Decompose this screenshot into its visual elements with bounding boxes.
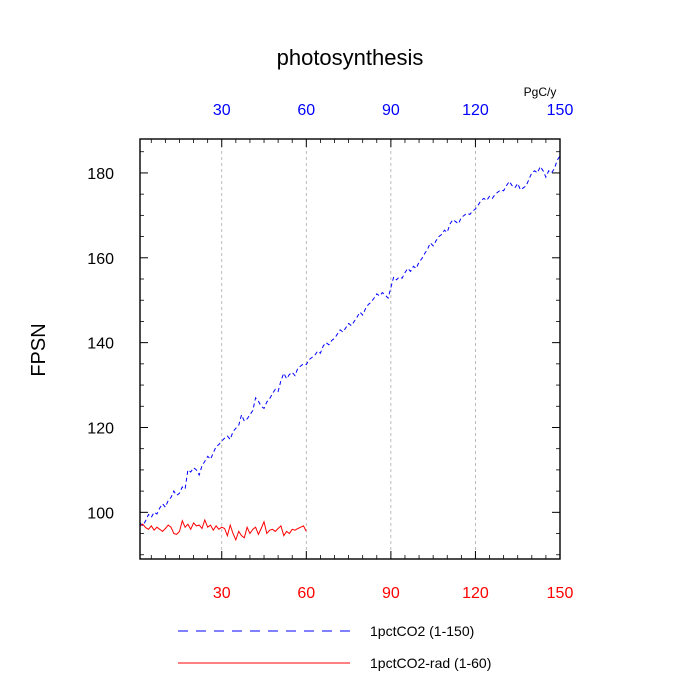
top-axis-unit-label: PgC/y [524,85,557,99]
plot-frame [139,138,561,560]
series-line-1 [139,155,561,527]
x-tick-label-bottom-120: 120 [462,585,489,602]
y-tick-label-100: 100 [87,505,114,522]
legend-label-1: 1pctCO2 (1-150) [370,623,474,639]
x-tick-label-bottom-30: 30 [213,585,231,602]
x-tick-label-bottom-150: 150 [547,585,574,602]
series-line-2 [139,518,307,542]
x-tick-label-top-60: 60 [297,102,315,119]
y-tick-label-140: 140 [87,336,114,353]
grid-lines [221,139,476,559]
x-tick-label-top-120: 120 [462,102,489,119]
x-tick-label-bottom-90: 90 [382,585,400,602]
x-tick-label-top-90: 90 [382,102,400,119]
y-axis-label: FPSN [28,323,50,376]
x-tick-label-bottom-60: 60 [297,585,315,602]
x-tick-label-top-150: 150 [547,102,574,119]
plot-lines [139,155,561,542]
y-tick-label-180: 180 [87,166,114,183]
legend-label-2: 1pctCO2-rad (1-60) [370,655,491,671]
axis-ticks: 30 30 60 60 90 90 120 120 150 150 100 120 140 160 180 [87,102,573,602]
chart-title: photosynthesis [277,45,424,70]
y-tick-label-160: 160 [87,251,114,268]
legend: 1pctCO2 (1-150) 1pctCO2-rad (1-60) [178,623,491,671]
y-tick-label-120: 120 [87,420,114,437]
x-tick-label-top-30: 30 [213,102,231,119]
